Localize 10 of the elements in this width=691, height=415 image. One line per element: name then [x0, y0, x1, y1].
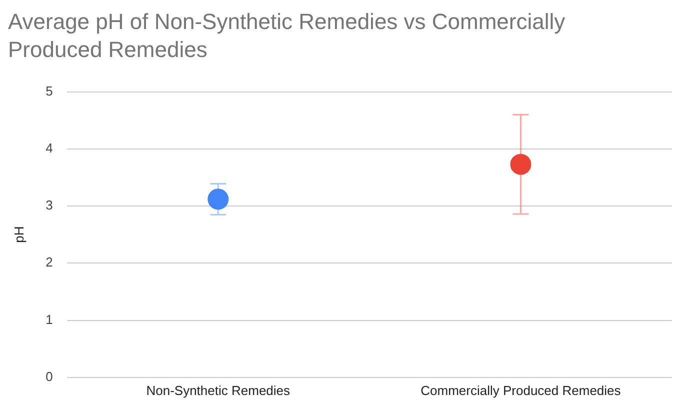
y-tick-label: 1: [46, 312, 53, 327]
y-tick-label: 4: [46, 140, 53, 156]
chart-title: Average pH of Non-Synthetic Remedies vs Commercially Produced Remedies: [8, 8, 566, 64]
y-tick-label: 5: [46, 83, 53, 98]
y-axis-title: pH: [11, 226, 26, 243]
y-tick-label: 3: [46, 198, 53, 213]
x-tick-label: Non-Synthetic Remedies: [146, 382, 291, 398]
y-tick-label: 0: [46, 368, 53, 384]
x-tick-label: Commercially Produced Remedies: [420, 382, 622, 398]
y-tick-label: 2: [46, 254, 53, 270]
